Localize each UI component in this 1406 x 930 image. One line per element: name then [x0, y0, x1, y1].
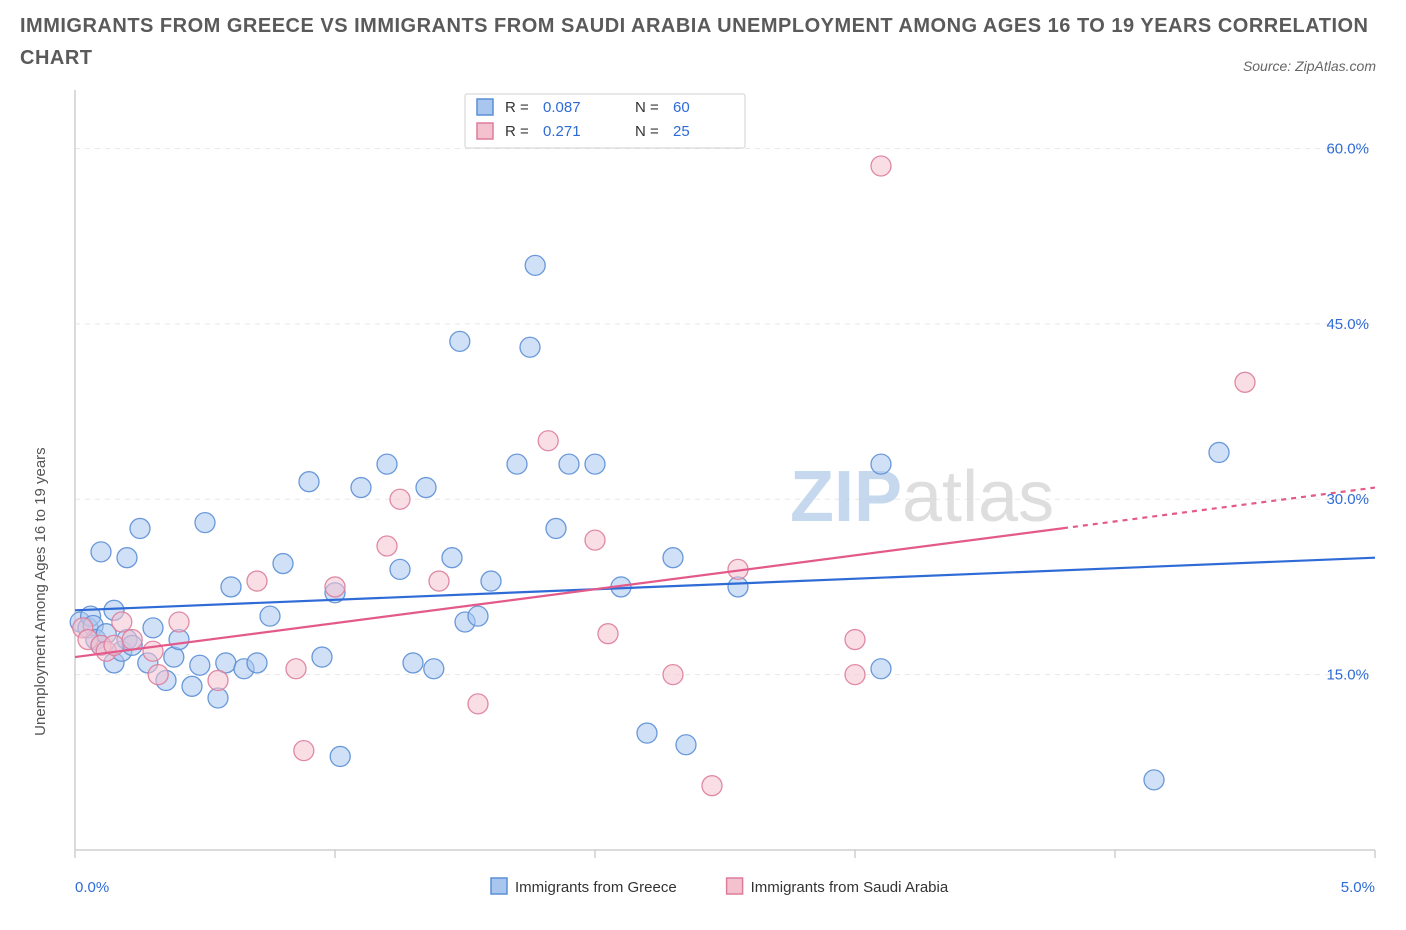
legend-swatch	[491, 878, 507, 894]
svg-text:N =: N =	[635, 99, 659, 116]
data-point	[117, 548, 137, 568]
data-point	[122, 630, 142, 650]
data-point	[377, 454, 397, 474]
data-point	[403, 653, 423, 673]
svg-text:60: 60	[673, 99, 690, 116]
svg-text:0.087: 0.087	[543, 99, 581, 116]
data-point	[468, 694, 488, 714]
data-point	[429, 571, 449, 591]
data-point	[424, 659, 444, 679]
data-point	[143, 618, 163, 638]
data-point	[195, 513, 215, 533]
correlation-chart: ZIPatlas0.0%5.0%15.0%30.0%45.0%60.0%Unem…	[20, 80, 1386, 920]
data-point	[190, 655, 210, 675]
data-point	[312, 647, 332, 667]
data-point	[520, 337, 540, 357]
data-point	[1235, 372, 1255, 392]
data-point	[871, 454, 891, 474]
data-point	[130, 518, 150, 538]
data-point	[585, 530, 605, 550]
data-point	[377, 536, 397, 556]
data-point	[325, 577, 345, 597]
legend-swatch	[477, 123, 493, 139]
svg-text:R =: R =	[505, 123, 529, 140]
data-point	[481, 571, 501, 591]
data-point	[247, 653, 267, 673]
data-point	[390, 489, 410, 509]
legend-label: Immigrants from Saudi Arabia	[751, 879, 949, 896]
data-point	[525, 255, 545, 275]
data-point	[546, 518, 566, 538]
data-point	[273, 554, 293, 574]
data-point	[845, 665, 865, 685]
chart-title: IMMIGRANTS FROM GREECE VS IMMIGRANTS FRO…	[20, 10, 1386, 74]
svg-text:R =: R =	[505, 99, 529, 116]
data-point	[871, 659, 891, 679]
svg-text:5.0%: 5.0%	[1341, 879, 1375, 896]
data-point	[663, 665, 683, 685]
data-point	[390, 559, 410, 579]
data-point	[299, 472, 319, 492]
source-attribution: Source: ZipAtlas.com	[1243, 58, 1376, 74]
chart-svg: ZIPatlas0.0%5.0%15.0%30.0%45.0%60.0%Unem…	[20, 80, 1386, 920]
data-point	[91, 542, 111, 562]
data-point	[559, 454, 579, 474]
data-point	[221, 577, 241, 597]
data-point	[676, 735, 696, 755]
svg-text:45.0%: 45.0%	[1326, 316, 1369, 333]
data-point	[164, 647, 184, 667]
svg-text:0.271: 0.271	[543, 123, 581, 140]
data-point	[148, 665, 168, 685]
data-point	[585, 454, 605, 474]
data-point	[663, 548, 683, 568]
data-point	[538, 431, 558, 451]
legend-label: Immigrants from Greece	[515, 879, 677, 896]
svg-text:0.0%: 0.0%	[75, 879, 109, 896]
data-point	[637, 723, 657, 743]
data-point	[294, 741, 314, 761]
legend-swatch	[727, 878, 743, 894]
data-point	[330, 746, 350, 766]
data-point	[169, 612, 189, 632]
data-point	[871, 156, 891, 176]
svg-text:ZIPatlas: ZIPatlas	[790, 457, 1054, 537]
svg-text:15.0%: 15.0%	[1326, 667, 1369, 684]
data-point	[442, 548, 462, 568]
data-point	[247, 571, 267, 591]
data-point	[598, 624, 618, 644]
data-point	[468, 606, 488, 626]
data-point	[507, 454, 527, 474]
data-point	[143, 641, 163, 661]
data-point	[1209, 442, 1229, 462]
data-point	[260, 606, 280, 626]
svg-text:60.0%: 60.0%	[1326, 140, 1369, 157]
data-point	[182, 676, 202, 696]
data-point	[416, 478, 436, 498]
legend-swatch	[477, 99, 493, 115]
data-point	[351, 478, 371, 498]
data-point	[112, 612, 132, 632]
data-point	[1144, 770, 1164, 790]
data-point	[208, 670, 228, 690]
data-point	[845, 630, 865, 650]
svg-text:25: 25	[673, 123, 690, 140]
svg-text:Unemployment Among Ages 16 to: Unemployment Among Ages 16 to 19 years	[32, 447, 49, 736]
data-point	[702, 776, 722, 796]
svg-text:N =: N =	[635, 123, 659, 140]
data-point	[286, 659, 306, 679]
data-point	[450, 331, 470, 351]
